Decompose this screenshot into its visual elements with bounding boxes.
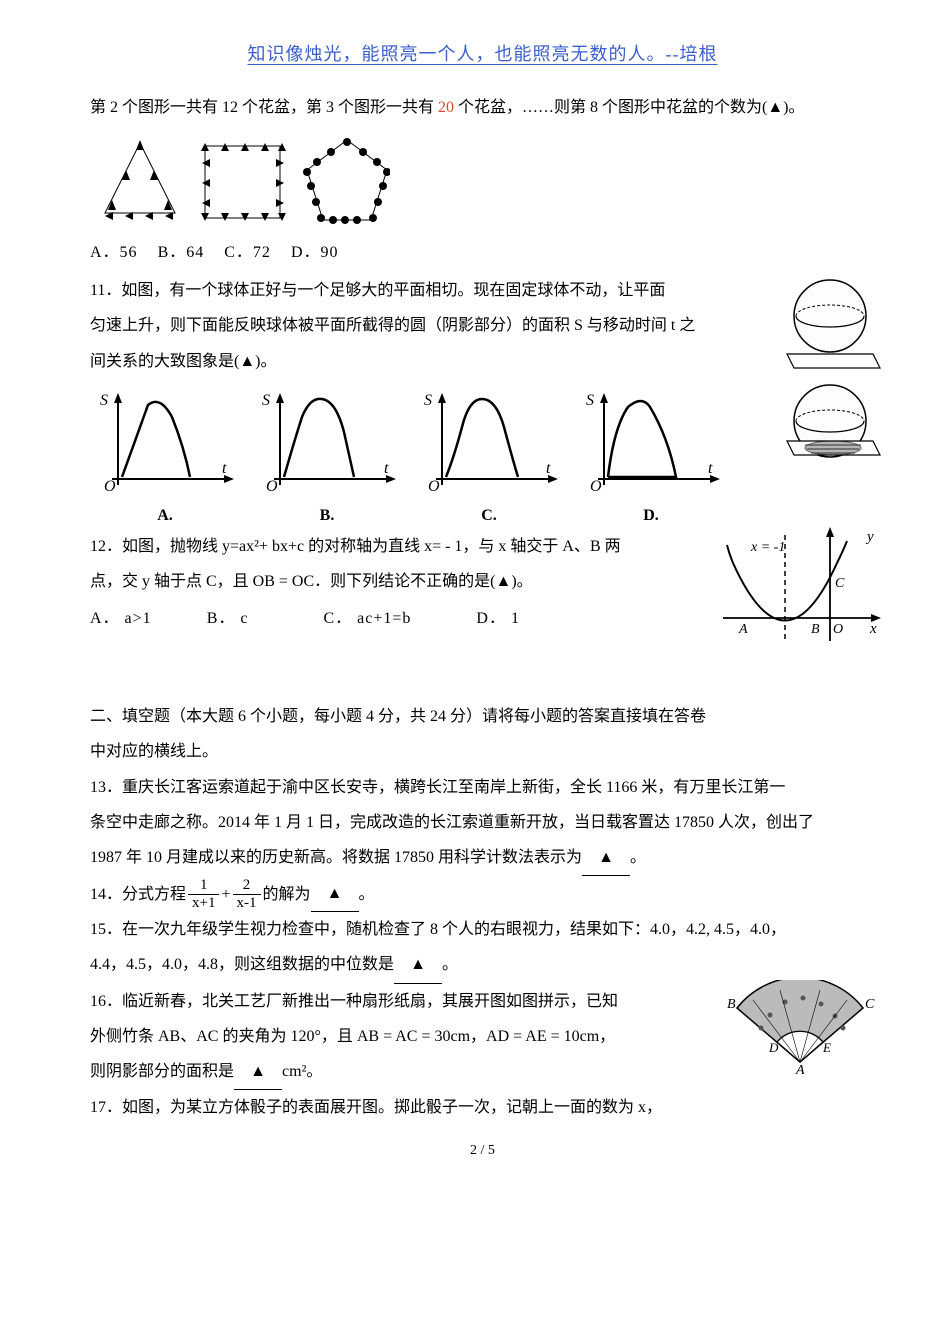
axis-t: t [384, 460, 389, 477]
page-footer: 2 / 5 [90, 1143, 875, 1159]
q11-graph-c: S O t C. [414, 387, 564, 525]
q15-l2b: 。 [442, 956, 458, 973]
q11-graph-a: S O t A. [90, 387, 240, 525]
q16-C: C [865, 997, 875, 1012]
q10-highlight: 20 [438, 99, 454, 116]
q14-n1: 1 [188, 877, 219, 895]
q10-opt-b: B．64 [158, 244, 205, 261]
q11-graph-row: S O t A. S O t B. [90, 387, 875, 525]
q12-x: x [869, 621, 877, 637]
q12-block: y x x = -1 A B C O 12．如图，抛物线 y=ax²+ bx+c… [90, 529, 875, 635]
q11-graph-d: S O t D. [576, 387, 726, 525]
q12-B: B [811, 622, 820, 637]
q14-mid: 的解为 [263, 877, 311, 912]
q13-l3: 1987 年 10 月建成以来的历史新高。将数据 17850 用科学计数法表示为… [90, 840, 875, 876]
q15-l1: 15．在一次九年级学生视力检查中，随机检查了 8 个人的右眼视力，结果如下：4.… [90, 912, 875, 947]
q13-l2: 条空中走廊之称。2014 年 1 月 1 日，完成改造的长江索道重新开放，当日载… [90, 805, 875, 840]
axis-s: S [586, 392, 594, 409]
q16-D: D [768, 1040, 779, 1055]
axis-s: S [262, 392, 270, 409]
q11-graph-b: S O t B. [252, 387, 402, 525]
axis-o: O [266, 478, 278, 495]
q16-block: B C D E A 16．临近新春，北关工艺厂新推出一种扇形纸扇，其展开图如图拼… [90, 984, 875, 1091]
axis-o: O [428, 478, 440, 495]
axis-t: t [708, 460, 713, 477]
axis-o: O [590, 478, 602, 495]
q15-blank: ▲ [394, 947, 442, 983]
q10-text-b: 个花盆，……则第 8 个图形中花盆的个数为(▲)。 [454, 99, 805, 116]
q10-text-a: 第 2 个图形一共有 12 个花盆，第 3 个图形一共有 [90, 99, 438, 116]
q12-opt-a: A． a>1 [90, 610, 152, 627]
q15-l2: 4.4，4.5，4.0，4.8，则这组数据的中位数是▲。 [90, 947, 875, 983]
q11-label-a: A. [157, 507, 173, 524]
q12-figure: y x x = -1 A B C O [715, 523, 885, 658]
q13-l1: 13．重庆长江客运索道起于渝中区长安寺，横跨长江至南岸上新街，全长 1166 米… [90, 770, 875, 805]
q10-shapes-svg [90, 133, 390, 228]
q11-block: 11．如图，有一个球体正好与一个足够大的平面相切。现在固定球体不动，让平面 匀速… [90, 273, 875, 379]
q11-l2: 匀速上升，则下面能反映球体被平面所截得的圆（阴影部分）的面积 S 与移动时间 t… [90, 308, 875, 343]
q16-l3b: cm²。 [282, 1063, 322, 1080]
q14-frac1: 1 x+1 [188, 877, 219, 911]
q10-figures [90, 133, 875, 233]
q11-side-figures [775, 273, 885, 488]
q14-blank: ▲ [311, 876, 359, 912]
q11-sphere-svg [775, 273, 885, 483]
q12-y: y [865, 529, 874, 545]
q14-n2: 2 [233, 877, 261, 895]
q12-A: A [738, 622, 748, 637]
q12-opt-b: B． c [207, 610, 249, 627]
q16-l3a: 则阴影部分的面积是 [90, 1063, 234, 1080]
q12-opt-d: D． 1 [476, 610, 520, 627]
q14-suffix: 。 [359, 877, 375, 912]
axis-t: t [546, 460, 551, 477]
q14-frac2: 2 x-1 [233, 877, 261, 911]
q12-xeq: x = -1 [750, 540, 785, 555]
q10-choices: A．56 B．64 C．72 D．90 [90, 237, 875, 269]
q10-stem: 第 2 个图形一共有 12 个花盆，第 3 个图形一共有 20 个花盆，……则第… [90, 90, 875, 125]
q12-C: C [835, 576, 845, 591]
q14-line: 14．分式方程 1 x+1 + 2 x-1 的解为▲。 [90, 876, 875, 912]
q16-A: A [795, 1063, 805, 1075]
q13-blank: ▲ [582, 840, 630, 876]
q13-l3a: 1987 年 10 月建成以来的历史新高。将数据 17850 用科学计数法表示为 [90, 849, 582, 866]
q16-blank: ▲ [234, 1054, 282, 1090]
q11-label-c: C. [481, 507, 497, 524]
page-container: 知识像烛光，能照亮一个人，也能照亮无数的人。--培根 第 2 个图形一共有 12… [0, 0, 945, 1179]
q14-plus: + [221, 877, 230, 912]
q11-label-b: B. [320, 507, 335, 524]
q17-l1: 17．如图，为某立方体骰子的表面展开图。掷此骰子一次，记朝上一面的数为 x， [90, 1090, 875, 1125]
q14-d1: x+1 [188, 895, 219, 912]
axis-s: S [424, 392, 432, 409]
q14-prefix: 14．分式方程 [90, 877, 186, 912]
q11-l3: 间关系的大致图象是(▲)。 [90, 344, 875, 379]
q16-B: B [727, 997, 736, 1012]
q12-O: O [833, 622, 843, 637]
q11-l1: 11．如图，有一个球体正好与一个足够大的平面相切。现在固定球体不动，让平面 [90, 273, 875, 308]
q16-figure: B C D E A [725, 980, 875, 1080]
section2-l2: 中对应的横线上。 [90, 734, 875, 769]
q14-d2: x-1 [233, 895, 261, 912]
q10-opt-d: D．90 [291, 244, 339, 261]
q10-opt-a: A．56 [90, 244, 138, 261]
axis-t: t [222, 460, 227, 477]
q15-l2a: 4.4，4.5，4.0，4.8，则这组数据的中位数是 [90, 956, 394, 973]
q12-opt-c: C． ac+1=b [323, 610, 411, 627]
axis-o: O [104, 478, 116, 495]
axis-s: S [100, 392, 108, 409]
q13-l3b: 。 [630, 849, 646, 866]
section2-l1: 二、填空题（本大题 6 个小题，每小题 4 分，共 24 分）请将每小题的答案直… [90, 699, 875, 734]
q16-E: E [822, 1040, 831, 1055]
q10-opt-c: C．72 [224, 244, 271, 261]
header-quote: 知识像烛光，能照亮一个人，也能照亮无数的人。--培根 [90, 40, 875, 66]
q11-label-d: D. [643, 507, 659, 524]
